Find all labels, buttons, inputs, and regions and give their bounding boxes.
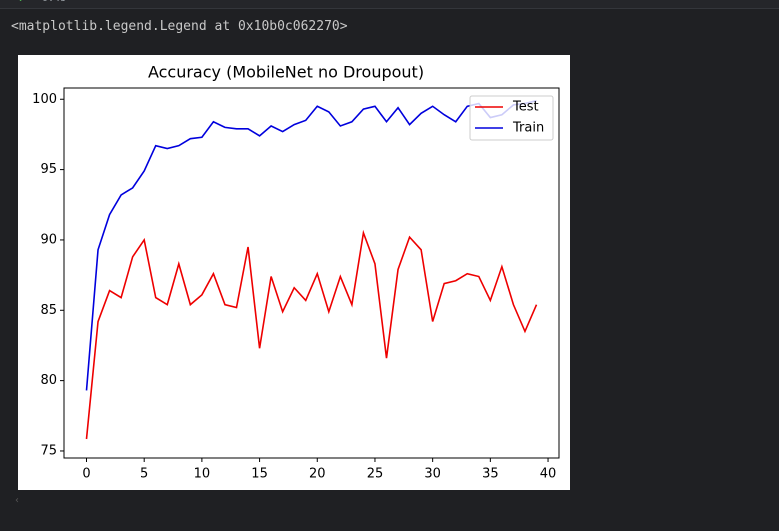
chart-title: Accuracy (MobileNet no Droupout) [148, 63, 424, 82]
legend-label: Train [512, 121, 544, 136]
y-tick-label: 75 [40, 443, 57, 458]
y-tick-label: 85 [40, 303, 57, 318]
x-tick-label: 20 [309, 467, 326, 482]
line-series [85, 229, 538, 440]
y-tick-label: 100 [32, 92, 57, 107]
x-tick-label: 0 [82, 467, 90, 482]
cell-status-bar: ✓ 0.4s [0, 0, 779, 9]
legend-label: Test [512, 100, 539, 115]
x-tick-label: 35 [482, 467, 499, 482]
x-tick-label: 5 [140, 467, 148, 482]
plot-frame [63, 87, 560, 459]
y-tick-label: 90 [40, 232, 57, 247]
scroll-arrow: ‹ [15, 495, 19, 506]
line-series [85, 99, 537, 391]
x-tick-label: 25 [367, 467, 384, 482]
x-tick-label: 15 [251, 467, 268, 482]
check-icon: ✓ [18, 0, 26, 5]
exec-time: 0.4s [42, 0, 66, 4]
y-tick-label: 95 [40, 162, 57, 177]
x-tick-label: 30 [424, 467, 441, 482]
x-tick-label: 40 [540, 467, 557, 482]
x-tick-label: 10 [194, 467, 211, 482]
chart: Accuracy (MobileNet no Droupout) 75 80 85 9… [18, 55, 570, 490]
cell-output-text: <matplotlib.legend.Legend at 0x10b0c0622… [11, 19, 348, 34]
y-tick-label: 80 [40, 373, 57, 388]
